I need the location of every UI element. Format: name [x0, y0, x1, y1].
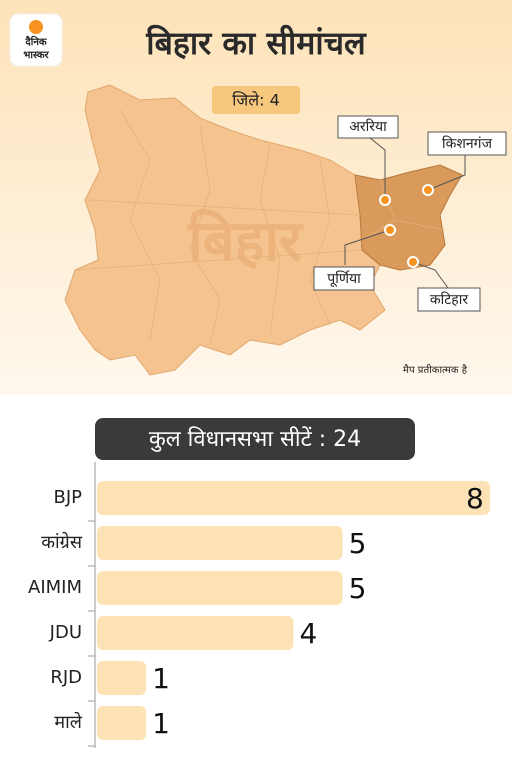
- badge: जिले: 4: [232, 91, 280, 110]
- badge-box: [212, 86, 300, 114]
- bar: [97, 616, 294, 650]
- district-label: पूर्णिया: [327, 270, 361, 287]
- bar: [97, 706, 147, 740]
- title: बिहार का सीमांचल: [145, 24, 367, 62]
- bar: [97, 661, 147, 695]
- chart-title-box: [95, 418, 415, 460]
- bar: [97, 526, 343, 560]
- category-label: JDU: [49, 622, 82, 643]
- category-label: RJD: [50, 667, 82, 688]
- value-label: 1: [152, 707, 170, 740]
- category-label: माले: [54, 711, 82, 733]
- value-label: 5: [349, 527, 367, 560]
- logo: दैनिक भास्कर: [9, 13, 63, 67]
- category-label: BJP: [53, 487, 82, 508]
- district-dots: [379, 184, 434, 268]
- district-label: कटिहार: [430, 291, 468, 308]
- logo-text: दैनिक: [24, 35, 47, 48]
- logo-text: भास्कर: [23, 50, 49, 61]
- category-label: कांग्रेस: [41, 531, 83, 553]
- bihar-map: [64, 84, 463, 376]
- value-label: 5: [349, 572, 367, 605]
- category-label: AIMIM: [28, 577, 82, 598]
- district-label: किशनगंज: [442, 135, 493, 152]
- bar: [97, 571, 343, 605]
- seemanchal-region: [354, 164, 463, 271]
- watermark: बिहार: [187, 208, 304, 274]
- value-label: 8: [466, 482, 484, 515]
- district-label: अररिया: [349, 118, 387, 135]
- value-label: 4: [300, 617, 318, 650]
- chart-title: कुल विधानसभा सीटें : 24: [149, 426, 361, 452]
- map-note: मैप प्रतीकात्मक है: [403, 364, 468, 376]
- bar: [97, 481, 490, 515]
- leader-lines: [344, 137, 466, 289]
- value-label: 1: [152, 662, 170, 695]
- district-borders: [74, 109, 446, 346]
- district-boxes: [313, 115, 507, 312]
